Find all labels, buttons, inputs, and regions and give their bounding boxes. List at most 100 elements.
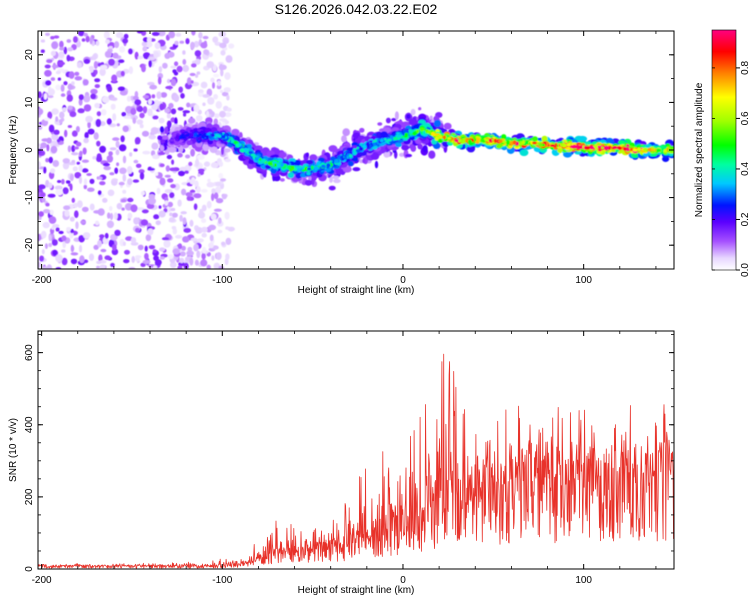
- spectrogram-track-blob: [287, 172, 295, 179]
- spectrogram-noise-blob: [144, 245, 148, 252]
- spectrogram-noise-blob: [94, 84, 101, 89]
- spectrogram-noise-blob: [93, 132, 99, 140]
- spectrogram-signal-blob: [329, 176, 333, 183]
- spectrogram-signal-blob: [279, 178, 285, 182]
- spectrogram-noise-blob: [194, 58, 201, 65]
- spectrogram-track-blob: [467, 139, 472, 143]
- spectrogram-noise-blob: [87, 121, 91, 129]
- spectrogram-noise-blob: [74, 146, 79, 150]
- spectrogram-noise-blob: [120, 135, 125, 143]
- spectrogram-track-blob: [458, 138, 462, 143]
- spectrogram-noise-blob: [89, 36, 93, 45]
- spectrogram-noise-blob: [193, 104, 200, 113]
- spectrogram-noise-blob: [193, 40, 200, 48]
- spectrogram-noise-blob: [82, 232, 91, 239]
- spectrogram-noise-blob: [167, 178, 174, 183]
- spectrogram-noise-blob: [219, 63, 224, 71]
- spectrogram-noise-blob: [57, 77, 62, 81]
- spectrogram-noise-blob: [148, 134, 157, 140]
- spectrogram-noise-blob: [38, 143, 41, 147]
- spectrogram-track-blob: [370, 152, 380, 160]
- spectrogram-noise-blob: [210, 213, 217, 221]
- spectrogram-noise-blob: [201, 204, 207, 212]
- spectrogram-noise-blob: [53, 129, 60, 135]
- colorbar-ticks: 0.0 0.2 0.4 0.6 0.8: [712, 61, 750, 277]
- spectrogram-noise-blob: [210, 77, 215, 83]
- spectrogram-noise-blob: [72, 166, 78, 172]
- spectrogram-track-blob: [188, 117, 196, 124]
- spectrogram-noise-blob: [140, 262, 146, 267]
- spectrogram-noise-blob: [38, 161, 41, 169]
- spectrogram-noise-blob: [160, 92, 168, 98]
- spectrogram-noise-blob: [206, 264, 211, 269]
- y-tick-label: 400: [24, 416, 35, 433]
- spectrogram-track-blob: [606, 137, 614, 144]
- spectrogram-noise-blob: [46, 264, 53, 269]
- spectrogram-noise-blob: [102, 162, 110, 167]
- spectrogram-noise-blob: [140, 219, 149, 226]
- spectrogram-track-blob: [577, 135, 588, 142]
- spectrogram-signal-blob: [409, 143, 415, 151]
- spectrogram-noise-blob: [141, 64, 146, 73]
- spectrogram-noise-blob: [69, 216, 75, 222]
- spectrogram-noise-blob: [202, 35, 209, 40]
- spectrogram-track-blob: [632, 148, 636, 152]
- spectrogram-noise-blob: [123, 115, 132, 119]
- spectrogram-noise-blob: [82, 79, 89, 86]
- spectrogram-noise-blob: [182, 64, 190, 73]
- spectrogram-noise-blob: [155, 220, 161, 226]
- spectrogram-track-blob: [347, 160, 354, 167]
- spectrogram-noise-blob: [213, 94, 219, 100]
- spectrogram-noise-blob: [74, 210, 79, 218]
- spectrogram-blobs: [38, 31, 674, 269]
- spectrogram-noise-blob: [121, 112, 127, 117]
- spectrogram-noise-blob: [132, 95, 139, 101]
- spectrogram-noise-blob: [221, 91, 229, 97]
- spectrogram-noise-blob: [166, 78, 171, 84]
- spectrogram-noise-blob: [106, 155, 114, 163]
- spectrogram-noise-blob: [89, 178, 95, 184]
- spectrogram-noise-blob: [98, 254, 103, 262]
- spectrogram-noise-blob: [97, 240, 102, 248]
- spectrogram-noise-blob: [47, 193, 56, 198]
- spectrogram-noise-blob: [96, 111, 102, 117]
- spectrogram-noise-blob: [71, 152, 79, 156]
- spectrogram-noise-blob: [77, 200, 83, 209]
- spectrogram-noise-blob: [142, 150, 151, 155]
- spectrogram-track-blob: [309, 154, 318, 162]
- spectrogram-noise-blob: [55, 227, 60, 232]
- spectrogram-noise-blob: [70, 252, 79, 256]
- spectrogram-noise-blob: [123, 259, 130, 264]
- spectrogram-noise-blob: [148, 60, 153, 68]
- spectrogram-track-blob: [208, 135, 212, 139]
- spectrogram-noise-blob: [111, 244, 117, 251]
- spectrogram-noise-blob: [83, 104, 92, 112]
- spectrogram-noise-blob: [166, 113, 171, 119]
- snr-x-label: Height of straight line (km): [298, 585, 415, 596]
- y-tick-label: 0: [24, 566, 35, 572]
- spectrogram-noise-blob: [106, 85, 113, 93]
- spectrogram-noise-blob: [70, 244, 74, 253]
- spectrogram-track-blob: [238, 143, 242, 147]
- spectrogram-noise-blob: [99, 68, 106, 76]
- spectrogram-noise-blob: [191, 63, 197, 68]
- y-tick-label: 0: [24, 147, 35, 153]
- spectrogram-noise-blob: [104, 255, 111, 260]
- spectrogram-track-blob: [182, 134, 187, 137]
- spectrogram-signal-blob: [429, 115, 433, 120]
- spectrogram-noise-blob: [51, 239, 58, 246]
- spectrogram-track-blob: [248, 151, 253, 155]
- spectrogram-noise-blob: [48, 234, 52, 242]
- spectrogram-noise-blob: [159, 247, 166, 252]
- spectrogram-noise-blob: [217, 229, 223, 234]
- spectrogram-track-blob: [276, 163, 281, 167]
- spectrogram-noise-blob: [115, 149, 120, 156]
- spectrogram-noise-blob: [224, 112, 232, 118]
- spectrogram-noise-blob: [200, 259, 208, 267]
- spectrogram-noise-blob: [191, 31, 196, 36]
- spectrogram-track-blob: [387, 138, 392, 142]
- spectrogram-noise-blob: [169, 261, 177, 268]
- spectrogram-noise-blob: [122, 174, 127, 182]
- spectrogram-noise-blob: [175, 234, 183, 239]
- spectrogram-noise-blob: [181, 188, 187, 196]
